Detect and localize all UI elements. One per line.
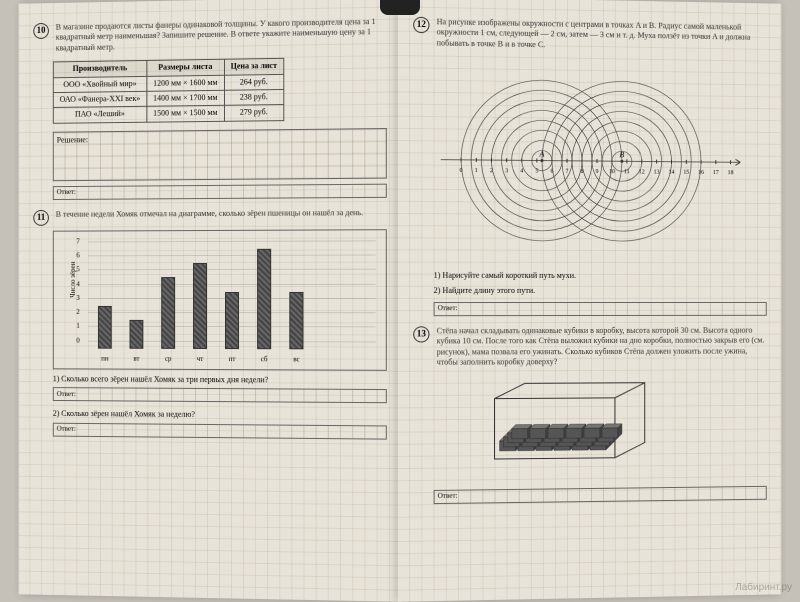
- task-10: 10 В магазине продаются листы фанеры оди…: [33, 17, 387, 200]
- solution-box: Решение:: [53, 128, 387, 181]
- table-cell: 264 руб.: [224, 74, 283, 90]
- gridline: [88, 283, 375, 284]
- task-number-12: 12: [413, 17, 429, 33]
- table-cell: ПАО «Леший»: [53, 107, 146, 123]
- svg-text:12: 12: [639, 170, 645, 176]
- answer-label: Ответ:: [438, 492, 458, 501]
- svg-text:1: 1: [475, 168, 478, 174]
- svg-text:3: 3: [505, 168, 508, 174]
- table-cell: 1500 мм × 1500 мм: [147, 106, 224, 122]
- chart-area: 01234567пнвтсрчтптсбвс: [88, 240, 375, 349]
- svg-text:2: 2: [490, 168, 493, 174]
- task-10-table: Производитель Размеры листа Цена за лист…: [53, 58, 284, 124]
- watermark: Лабиринт.ру: [735, 582, 792, 593]
- cube-svg: [474, 377, 654, 479]
- task-11: 11 В течение недели Хомяк отмечал на диа…: [33, 208, 387, 439]
- answer-label: Ответ:: [57, 425, 76, 434]
- th-dimensions: Размеры листа: [147, 59, 224, 76]
- svg-text:4: 4: [520, 169, 523, 175]
- left-page: 10 В магазине продаются листы фанеры оди…: [19, 0, 403, 602]
- task-12-q2: 2) Найдите длину этого пути.: [434, 285, 767, 296]
- circles-diagram: AB0123456789101112131415161718: [441, 59, 741, 262]
- cube-diagram: [474, 377, 654, 479]
- svg-text:6: 6: [550, 169, 553, 175]
- svg-text:18: 18: [728, 170, 734, 176]
- svg-text:8: 8: [581, 169, 584, 175]
- bar: [225, 292, 239, 349]
- answer-line-13: Ответ:: [434, 485, 767, 503]
- svg-text:14: 14: [669, 170, 675, 176]
- y-tick: 4: [76, 280, 79, 289]
- svg-text:B: B: [619, 150, 624, 159]
- y-tick: 7: [76, 237, 79, 246]
- y-tick: 6: [76, 251, 79, 260]
- x-label: вс: [289, 355, 303, 364]
- th-producer: Производитель: [53, 61, 146, 78]
- svg-text:17: 17: [713, 170, 719, 176]
- y-tick: 5: [76, 266, 79, 275]
- bar: [161, 277, 175, 348]
- gridline: [88, 269, 375, 271]
- answer-label: Ответ:: [57, 390, 76, 399]
- x-label: пн: [98, 354, 112, 363]
- x-label: чт: [193, 355, 207, 364]
- y-tick: 2: [76, 308, 79, 317]
- x-label: сб: [257, 355, 271, 364]
- table-cell: ОАО «Фанера-XXI век»: [53, 91, 146, 108]
- answer-line-11b: Ответ:: [53, 422, 387, 439]
- task-number-11: 11: [33, 210, 49, 226]
- answer-label: Ответ:: [57, 188, 76, 197]
- task-number-10: 10: [33, 23, 49, 39]
- th-price: Цена за лист: [224, 58, 283, 74]
- task-13: 13 Стёпа начал складывать одинаковые куб…: [413, 326, 767, 504]
- x-label: ср: [161, 354, 175, 363]
- y-tick: 3: [76, 294, 79, 303]
- x-label: пт: [225, 355, 239, 364]
- solution-label: Решение:: [57, 135, 88, 144]
- svg-text:9: 9: [595, 169, 598, 175]
- svg-text:16: 16: [698, 170, 704, 176]
- gridline: [88, 240, 375, 242]
- table-row: ПАО «Леший»1500 мм × 1500 мм279 руб.: [53, 105, 283, 123]
- binder-clip: [380, 0, 420, 15]
- table-cell: 1400 мм × 1700 мм: [147, 90, 224, 106]
- gridline: [88, 255, 375, 257]
- task-12-text: На рисунке изображены окружности с центр…: [437, 17, 765, 54]
- task-11-q1: 1) Сколько всего зёрен нашёл Хомяк за тр…: [53, 374, 387, 386]
- bar-chart: Число зёрен 01234567пнвтсрчтптсбвс: [53, 229, 387, 371]
- answer-line-12: Ответ:: [434, 302, 767, 316]
- task-10-text: В магазине продаются листы фанеры одинак…: [56, 17, 385, 54]
- answer-label: Ответ:: [438, 304, 458, 313]
- svg-text:10: 10: [609, 169, 615, 175]
- task-number-13: 13: [413, 326, 429, 342]
- task-12: 12 На рисунке изображены окружности с це…: [413, 17, 767, 316]
- svg-text:11: 11: [624, 169, 630, 175]
- svg-text:A: A: [538, 150, 544, 159]
- task-11-q2: 2) Сколько зёрен нашёл Хомяк за неделю?: [53, 409, 387, 422]
- bar: [98, 306, 112, 349]
- answer-line-11a: Ответ:: [53, 387, 387, 403]
- y-tick: 1: [76, 322, 79, 331]
- bar: [193, 263, 207, 349]
- table-cell: ООО «Хвойный мир»: [53, 76, 146, 93]
- svg-text:5: 5: [535, 169, 538, 175]
- svg-text:13: 13: [654, 170, 660, 176]
- table-cell: 238 руб.: [224, 89, 283, 105]
- y-tick: 0: [76, 336, 79, 345]
- svg-text:0: 0: [460, 168, 463, 174]
- bar: [130, 320, 144, 348]
- table-cell: 279 руб.: [224, 105, 283, 121]
- x-label: вт: [130, 354, 144, 363]
- bar: [257, 249, 271, 349]
- svg-text:7: 7: [565, 169, 568, 175]
- answer-line-10: Ответ:: [53, 183, 387, 199]
- task-11-text: В течение недели Хомяк отмечал на диагра…: [56, 208, 385, 220]
- task-12-q1: 1) Нарисуйте самый короткий путь мухи.: [434, 271, 767, 282]
- right-page: 12 На рисунке изображены окружности с це…: [398, 0, 782, 602]
- table-cell: 1200 мм × 1600 мм: [147, 75, 224, 91]
- circles-svg: AB0123456789101112131415161718: [441, 59, 741, 262]
- bar: [289, 292, 303, 349]
- svg-text:15: 15: [683, 170, 689, 176]
- task-13-text: Стёпа начал складывать одинаковые кубики…: [437, 326, 765, 369]
